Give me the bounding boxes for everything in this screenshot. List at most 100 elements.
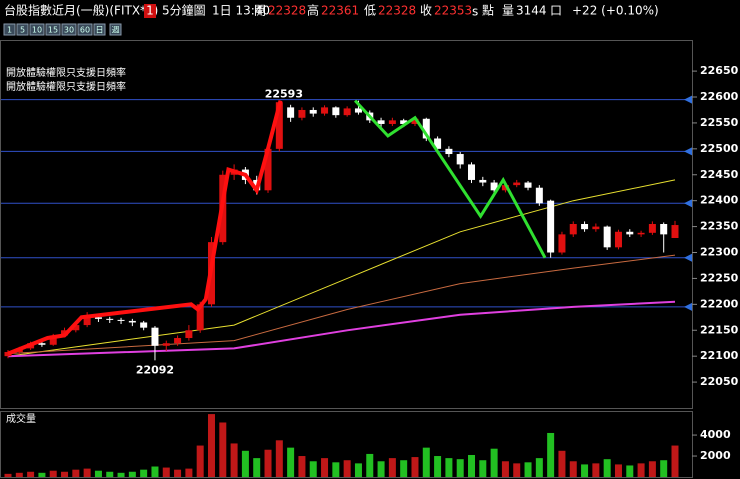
volume-bar — [106, 471, 114, 477]
candle-body — [547, 200, 555, 253]
volume-bar — [671, 445, 679, 477]
volume-bar — [377, 461, 385, 477]
interval-button[interactable] — [93, 23, 106, 36]
volume-bar — [637, 463, 645, 477]
volume-bar — [15, 472, 23, 477]
volume-bar — [287, 447, 295, 477]
candle-body — [309, 109, 317, 114]
interval-button[interactable] — [77, 23, 93, 36]
volume: 3144 — [516, 4, 547, 18]
candle-body — [321, 107, 329, 114]
y-tick-label: 22550 — [700, 116, 739, 129]
candle-body — [660, 224, 668, 235]
volume-bar — [140, 469, 148, 477]
high: 22361 — [321, 4, 359, 18]
volume-bar — [592, 463, 600, 477]
v-tick-label: 4000 — [700, 428, 731, 441]
volume-bar — [524, 462, 532, 477]
volume-bar — [162, 467, 170, 477]
candle-body — [626, 231, 634, 235]
close: 22353 — [434, 4, 472, 18]
close-label: 收 — [420, 4, 432, 18]
overlay-line — [7, 179, 676, 357]
interval-button-label[interactable]: 30 — [64, 26, 74, 35]
y-tick-label: 22400 — [700, 194, 739, 207]
volume-bar — [479, 460, 487, 477]
candle-body — [637, 232, 645, 235]
candle-body — [422, 118, 430, 139]
volume-bar — [343, 460, 351, 477]
candle-body — [4, 352, 12, 357]
interval-button-label[interactable]: 5 — [20, 26, 25, 35]
volume-bar — [219, 422, 227, 477]
annotation: 22593 — [265, 88, 303, 101]
volume-bar — [501, 461, 509, 477]
candle-body — [151, 327, 159, 346]
candle-body — [569, 224, 577, 235]
interval-button[interactable] — [61, 23, 77, 36]
y-tick-label: 22300 — [700, 246, 739, 259]
candle-body — [434, 138, 442, 149]
volume-bar — [434, 456, 442, 477]
interval-button-label[interactable]: 日 — [96, 26, 104, 35]
candle-body — [558, 234, 566, 253]
candle-body — [83, 317, 91, 326]
level-marker — [684, 253, 692, 262]
interval-button[interactable] — [109, 23, 122, 36]
candle-body — [411, 118, 419, 124]
y-tick-label: 22650 — [700, 64, 739, 77]
interval-button[interactable] — [3, 23, 16, 36]
volume-bar — [4, 473, 12, 477]
y-tick-label: 22350 — [700, 220, 739, 233]
volume-bar — [648, 461, 656, 477]
interval-button-label[interactable]: 60 — [80, 26, 90, 35]
y-tick-label: 22150 — [700, 323, 739, 336]
badge: 1 — [146, 4, 154, 18]
overlay-line — [354, 99, 547, 259]
interval-button[interactable] — [45, 23, 61, 36]
volume-bar — [207, 414, 215, 477]
candle-body — [298, 109, 306, 118]
candle-body — [445, 148, 453, 155]
candle-body — [614, 231, 622, 248]
volume-bar — [513, 463, 521, 477]
change: +22 (+0.10%) — [572, 4, 659, 18]
overlay-line — [7, 254, 676, 355]
candle-body — [468, 164, 476, 180]
candle-body — [671, 225, 679, 238]
interval-button-label[interactable]: 週 — [112, 26, 120, 35]
candle-body — [479, 179, 487, 183]
volume-bar — [468, 454, 476, 477]
volume-bar — [185, 468, 193, 477]
interval-button-label[interactable]: 1 — [7, 26, 12, 35]
candle-body — [174, 338, 182, 344]
volume-bar — [49, 470, 57, 477]
volume-bar — [558, 450, 566, 477]
annotation: 22092 — [136, 363, 174, 376]
volume-bar — [626, 465, 634, 477]
candle-body — [490, 182, 498, 191]
candle-body — [501, 185, 509, 191]
interval-button-label[interactable]: 10 — [32, 26, 42, 35]
interval-button[interactable] — [16, 23, 29, 36]
volume-bar — [27, 471, 35, 477]
interval-button-label[interactable]: 15 — [48, 26, 58, 35]
interval: 5分鐘圖 — [162, 3, 206, 18]
low: 22328 — [378, 4, 416, 18]
interval-button[interactable] — [29, 23, 45, 36]
candle-body — [581, 224, 589, 230]
note: 開放體驗權限只支援日頻率 — [6, 66, 126, 79]
volume-bar — [547, 432, 555, 477]
volume-bar — [61, 471, 69, 477]
level-marker — [684, 199, 692, 208]
volume-bar — [490, 448, 498, 477]
volume-bar — [388, 458, 396, 477]
open-label: 開 — [254, 4, 266, 18]
candle-body — [162, 343, 170, 346]
candle-body — [343, 108, 351, 116]
volume-bar — [660, 460, 668, 477]
volume-bar — [354, 463, 362, 477]
candle-body — [117, 319, 125, 321]
candle-body — [648, 224, 656, 233]
v-tick-label: 2000 — [700, 449, 731, 462]
